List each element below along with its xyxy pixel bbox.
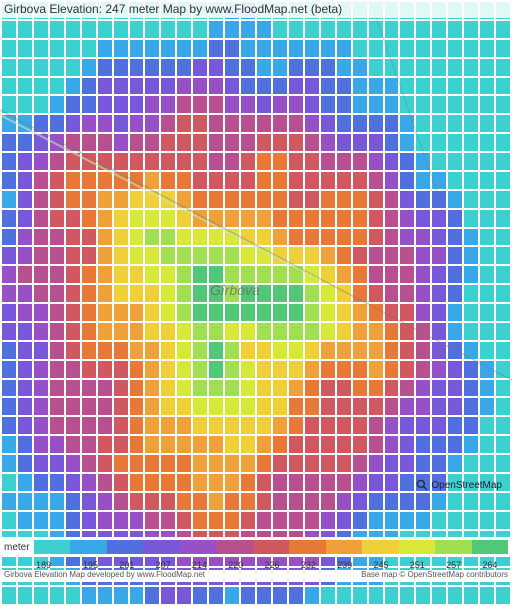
scale-ticks: 189195201207214220226232239245251257264 xyxy=(0,560,512,570)
scale-swatch xyxy=(362,540,399,554)
elevation-map: Gîrbova OpenStreetMap xyxy=(0,0,512,540)
scale-swatch xyxy=(472,540,509,554)
color-scale xyxy=(34,540,508,554)
scale-tick: 195 xyxy=(72,560,108,570)
place-label: Gîrbova xyxy=(210,282,260,298)
osm-attribution: OpenStreetMap xyxy=(415,478,502,492)
scale-swatch xyxy=(435,540,472,554)
scale-tick: 245 xyxy=(363,560,399,570)
scale-swatch xyxy=(399,540,436,554)
title-text: Girbova Elevation: 247 meter Map by www.… xyxy=(4,2,342,16)
scale-tick: 264 xyxy=(472,560,508,570)
scale-swatch xyxy=(143,540,180,554)
scale-tick: 251 xyxy=(399,560,435,570)
magnifier-icon xyxy=(415,478,429,492)
scale-swatch xyxy=(216,540,253,554)
scale-swatch xyxy=(289,540,326,554)
scale-tick: 189 xyxy=(36,560,72,570)
heatmap-grid xyxy=(0,0,512,606)
credits-right: Base map © OpenStreetMap contributors xyxy=(361,570,508,582)
title-bar: Girbova Elevation: 247 meter Map by www.… xyxy=(0,0,512,18)
osm-label: OpenStreetMap xyxy=(431,480,502,491)
scale-swatch xyxy=(253,540,290,554)
credits-left: Girbova Elevation Map developed by www.F… xyxy=(4,570,205,582)
scale-tick: 257 xyxy=(435,560,471,570)
color-scale-row: meter xyxy=(0,537,512,557)
scale-tick: 207 xyxy=(145,560,181,570)
scale-tick: 239 xyxy=(327,560,363,570)
scale-swatch xyxy=(326,540,363,554)
scale-swatch xyxy=(34,540,71,554)
scale-tick: 214 xyxy=(181,560,217,570)
scale-tick: 226 xyxy=(254,560,290,570)
scale-swatch xyxy=(107,540,144,554)
scale-unit: meter xyxy=(4,542,30,553)
scale-swatch xyxy=(70,540,107,554)
scale-tick: 220 xyxy=(218,560,254,570)
credits-row: Girbova Elevation Map developed by www.F… xyxy=(0,570,512,582)
scale-swatch xyxy=(180,540,217,554)
scale-tick: 232 xyxy=(290,560,326,570)
scale-tick: 201 xyxy=(109,560,145,570)
